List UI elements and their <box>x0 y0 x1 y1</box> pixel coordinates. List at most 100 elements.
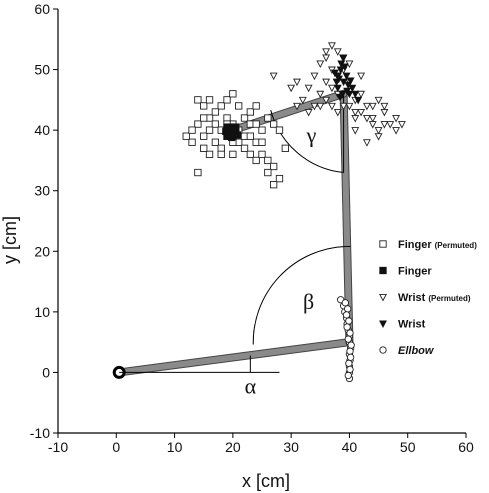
beta-arc <box>252 245 346 345</box>
triangle-open-point <box>351 108 360 117</box>
x-axis-title: x [cm] <box>242 471 290 491</box>
triangle-filled-point <box>345 90 354 99</box>
legend-marker <box>379 240 387 248</box>
y-tick-label: 40 <box>34 122 50 138</box>
square-open-point <box>229 90 237 98</box>
legend-label: Finger <box>398 266 432 278</box>
angle-label: β <box>303 289 314 314</box>
x-tick-label: 20 <box>225 439 241 455</box>
y-tick-label: 60 <box>34 1 50 17</box>
square-open-point <box>205 150 214 159</box>
triangle-open-point <box>386 121 395 129</box>
triangle-open-point <box>310 72 319 81</box>
y-tick-label: 30 <box>34 183 50 199</box>
square-open-point <box>211 108 220 116</box>
square-open-point <box>252 156 260 165</box>
circle-open-point <box>343 323 351 331</box>
square-open-point <box>194 96 202 104</box>
legend-marker <box>379 266 387 275</box>
square-open-point <box>200 114 208 122</box>
square-open-point <box>182 132 190 140</box>
triangle-open-point <box>304 84 313 93</box>
triangle-open-point <box>333 48 342 56</box>
arm-segment <box>116 339 353 376</box>
square-open-point <box>270 162 278 171</box>
square-open-point <box>205 96 214 104</box>
square-open-point <box>258 150 266 159</box>
triangle-open-point <box>298 96 307 105</box>
circle-open-point <box>344 305 352 313</box>
triangle-open-point <box>339 102 348 111</box>
circle-open-point <box>345 317 353 325</box>
triangle-filled-point <box>333 84 342 93</box>
triangle-open-point <box>392 115 401 123</box>
square-open-point <box>200 132 208 140</box>
square-open-point <box>194 168 202 177</box>
square-open-point <box>264 114 272 122</box>
square-open-point <box>223 114 231 122</box>
y-tick-label: 0 <box>42 364 50 380</box>
y-tick-label: 10 <box>34 304 50 320</box>
triangle-open-point <box>322 96 331 105</box>
triangle-open-point <box>368 102 377 111</box>
angle-label: α <box>245 374 257 399</box>
legend-marker <box>379 320 387 328</box>
legend-marker <box>379 293 387 302</box>
y-tick-label: 20 <box>34 243 50 259</box>
circle-open-point <box>345 359 353 367</box>
y-tick-label: 50 <box>34 62 50 78</box>
x-tick-label: 40 <box>342 439 358 455</box>
circle-open-point <box>346 329 354 337</box>
triangle-open-point <box>293 78 301 87</box>
square-open-point <box>270 120 278 128</box>
triangle-open-point <box>269 72 278 81</box>
square-open-point <box>200 102 208 110</box>
legend-label: Wrist <box>398 319 426 331</box>
circle-open-point <box>341 299 349 307</box>
triangle-open-point <box>351 127 360 135</box>
square-open-point <box>264 156 272 165</box>
triangle-open-point <box>362 102 371 111</box>
triangle-filled-point <box>336 93 345 102</box>
legend-label: Ellbow <box>398 345 435 357</box>
triangle-open-point <box>374 127 383 135</box>
legend-label: Wrist (Permuted) <box>398 292 471 304</box>
circle-open-point <box>346 365 354 374</box>
square-open-point <box>205 126 214 134</box>
square-open-point <box>252 102 260 110</box>
square-open-point <box>275 174 284 183</box>
triangle-open-point <box>327 42 336 50</box>
triangle-open-point <box>316 90 325 99</box>
triangle-open-point <box>316 60 325 69</box>
circle-open-point <box>342 311 351 319</box>
square-open-point <box>246 150 254 159</box>
circle-open-point <box>346 353 355 361</box>
triangle-filled-point <box>354 96 363 105</box>
square-open-point <box>194 120 202 128</box>
square-open-point <box>211 120 220 128</box>
triangle-open-point <box>362 115 371 123</box>
axes-layer: -10 0 10 20 30 40 50 60 -10 0 10 20 30 40 50 60 <box>30 1 474 455</box>
square-open-point <box>258 138 266 146</box>
square-open-point <box>217 102 225 110</box>
x-tick-label: 30 <box>283 439 299 455</box>
square-open-point <box>264 168 272 177</box>
triangle-open-point <box>374 96 383 105</box>
triangle-open-point <box>322 78 331 87</box>
arm-segment <box>340 90 353 346</box>
x-tick-label: 0 <box>112 439 120 455</box>
x-tick-label: 10 <box>167 439 183 455</box>
square-open-point <box>217 150 225 159</box>
triangle-open-point <box>362 139 371 147</box>
triangle-open-point <box>374 133 383 141</box>
angle-layer: α β γ <box>119 93 351 399</box>
square-open-point <box>275 126 284 134</box>
square-open-point <box>217 144 225 152</box>
x-tick-label: 50 <box>400 439 416 455</box>
square-open-point <box>252 120 260 128</box>
triangle-open-point <box>322 48 331 56</box>
triangle-open-point <box>327 102 336 111</box>
square-open-point <box>229 150 237 159</box>
square-open-point <box>258 126 266 134</box>
triangle-filled-point <box>332 78 341 87</box>
